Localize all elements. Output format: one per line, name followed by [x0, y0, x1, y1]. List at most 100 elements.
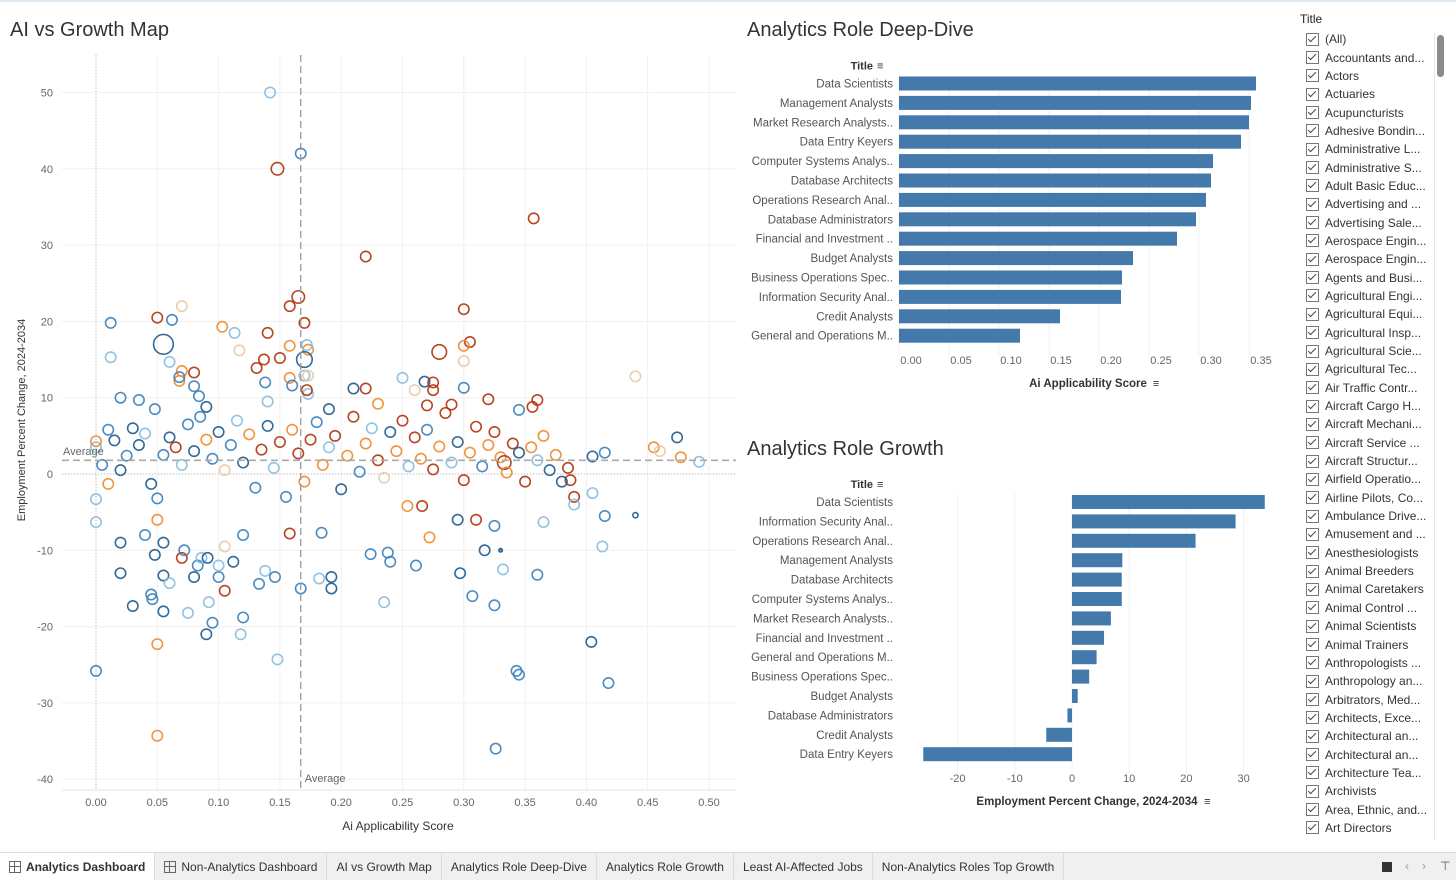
tab-least-ai-affected-jobs[interactable]: Least AI-Affected Jobs [734, 853, 873, 880]
filter-item[interactable]: Aircraft Service ... [1296, 434, 1456, 452]
filter-item[interactable]: Acupuncturists [1296, 103, 1456, 121]
checkbox-checked-icon[interactable] [1306, 784, 1319, 798]
filter-item[interactable]: Agricultural Tec... [1296, 360, 1456, 378]
filter-item[interactable]: Actuaries [1296, 85, 1456, 103]
checkbox-checked-icon[interactable] [1306, 69, 1319, 83]
filter-item[interactable]: Anesthesiologists [1296, 544, 1456, 562]
filter-item[interactable]: Airfield Operatio... [1296, 470, 1456, 488]
checkbox-checked-icon[interactable] [1306, 124, 1319, 138]
sheet-tabs[interactable]: Analytics Dashboard Non-Analytics Dashboa… [0, 852, 1456, 880]
filter-item[interactable]: Architecture Tea... [1296, 764, 1456, 782]
filter-item[interactable]: Advertising and ... [1296, 195, 1456, 213]
checkbox-checked-icon[interactable] [1306, 142, 1319, 156]
checkbox-checked-icon[interactable] [1306, 693, 1319, 707]
filter-item[interactable]: Agricultural Engi... [1296, 287, 1456, 305]
checkbox-checked-icon[interactable] [1306, 748, 1319, 762]
checkbox-checked-icon[interactable] [1306, 472, 1319, 486]
checkbox-checked-icon[interactable] [1306, 656, 1319, 670]
filter-item[interactable]: Administrative L... [1296, 140, 1456, 158]
filter-item[interactable]: Agents and Busi... [1296, 268, 1456, 286]
checkbox-checked-icon[interactable] [1306, 234, 1319, 248]
checkbox-checked-icon[interactable] [1306, 527, 1319, 541]
checkbox-checked-icon[interactable] [1306, 106, 1319, 120]
checkbox-checked-icon[interactable] [1306, 326, 1319, 340]
title-filter[interactable]: Title (All) Accountants and... Actors Actua… [1296, 12, 1456, 837]
filter-item[interactable]: Archivists [1296, 782, 1456, 800]
filter-item[interactable]: Animal Trainers [1296, 635, 1456, 653]
checkbox-checked-icon[interactable] [1306, 252, 1319, 266]
filter-item[interactable]: Anthropology an... [1296, 672, 1456, 690]
filter-item[interactable]: Advertising Sale... [1296, 213, 1456, 231]
filter-item[interactable]: Adhesive Bondin... [1296, 122, 1456, 140]
checkbox-checked-icon[interactable] [1306, 271, 1319, 285]
filter-item[interactable]: Aircraft Structur... [1296, 452, 1456, 470]
tab-non-analytics-dashboard[interactable]: Non-Analytics Dashboard [155, 853, 328, 880]
checkbox-checked-icon[interactable] [1306, 87, 1319, 101]
filter-item[interactable]: Actors [1296, 67, 1456, 85]
checkbox-checked-icon[interactable] [1306, 582, 1319, 596]
checkbox-checked-icon[interactable] [1306, 711, 1319, 725]
checkbox-checked-icon[interactable] [1306, 509, 1319, 523]
filter-item[interactable]: Administrative S... [1296, 158, 1456, 176]
tab-non-analytics-roles-top-growth[interactable]: Non-Analytics Roles Top Growth [873, 853, 1065, 880]
filter-item[interactable]: Architectural an... [1296, 745, 1456, 763]
checkbox-checked-icon[interactable] [1306, 803, 1319, 817]
checkbox-checked-icon[interactable] [1306, 362, 1319, 376]
filter-item[interactable]: Aircraft Mechani... [1296, 415, 1456, 433]
checkbox-checked-icon[interactable] [1306, 619, 1319, 633]
checkbox-checked-icon[interactable] [1306, 381, 1319, 395]
checkbox-checked-icon[interactable] [1306, 307, 1319, 321]
filter-item[interactable]: Amusement and ... [1296, 525, 1456, 543]
checkbox-checked-icon[interactable] [1306, 729, 1319, 743]
checkbox-checked-icon[interactable] [1306, 289, 1319, 303]
checkbox-checked-icon[interactable] [1306, 32, 1319, 46]
filter-item[interactable]: Ambulance Drive... [1296, 507, 1456, 525]
tab-analytics-role-growth[interactable]: Analytics Role Growth [597, 853, 734, 880]
checkbox-checked-icon[interactable] [1306, 161, 1319, 175]
filter-item[interactable]: Area, Ethnic, and... [1296, 800, 1456, 818]
filter-scrollbar[interactable] [1434, 33, 1447, 841]
checkbox-checked-icon[interactable] [1306, 179, 1319, 193]
tab-ai-vs-growth-map[interactable]: AI vs Growth Map [327, 853, 442, 880]
checkbox-checked-icon[interactable] [1306, 417, 1319, 431]
filter-item[interactable]: Arbitrators, Med... [1296, 690, 1456, 708]
checkbox-checked-icon[interactable] [1306, 766, 1319, 780]
filter-item[interactable]: Aircraft Cargo H... [1296, 397, 1456, 415]
checkbox-checked-icon[interactable] [1306, 399, 1319, 413]
filter-item[interactable]: Agricultural Equi... [1296, 305, 1456, 323]
scrollbar-thumb[interactable] [1437, 35, 1444, 77]
checkbox-checked-icon[interactable] [1306, 216, 1319, 230]
checkbox-checked-icon[interactable] [1306, 601, 1319, 615]
filter-list[interactable]: (All) Accountants and... Actors Actuaries Ac… [1296, 30, 1456, 837]
checkbox-checked-icon[interactable] [1306, 546, 1319, 560]
checkbox-checked-icon[interactable] [1306, 51, 1319, 65]
filter-item[interactable]: Adult Basic Educ... [1296, 177, 1456, 195]
filter-item[interactable]: Aerospace Engin... [1296, 232, 1456, 250]
checkbox-checked-icon[interactable] [1306, 821, 1319, 835]
filter-item[interactable]: Animal Caretakers [1296, 580, 1456, 598]
checkbox-checked-icon[interactable] [1306, 564, 1319, 578]
filter-item[interactable]: Animal Scientists [1296, 617, 1456, 635]
filter-item[interactable]: (All) [1296, 30, 1456, 48]
filter-item[interactable]: Agricultural Insp... [1296, 324, 1456, 342]
prev-sheet-icon[interactable]: ‹ [1405, 859, 1409, 873]
filter-item[interactable]: Airline Pilots, Co... [1296, 489, 1456, 507]
filter-item[interactable]: Accountants and... [1296, 48, 1456, 66]
checkbox-checked-icon[interactable] [1306, 197, 1319, 211]
filter-item[interactable]: Animal Control ... [1296, 599, 1456, 617]
scatter-plot[interactable]: 0.00 0.05 0.10 0.15 0.20 0.25 0.30 0.35 0.40 0.45… [0, 0, 740, 845]
filter-item[interactable]: Air Traffic Contr... [1296, 379, 1456, 397]
filter-item[interactable]: Architects, Exce... [1296, 709, 1456, 727]
filter-item[interactable]: Anthropologists ... [1296, 654, 1456, 672]
tab-analytics-dashboard[interactable]: Analytics Dashboard [0, 853, 156, 880]
tab-analytics-role-deep-dive[interactable]: Analytics Role Deep-Dive [442, 853, 597, 880]
checkbox-checked-icon[interactable] [1306, 491, 1319, 505]
checkbox-checked-icon[interactable] [1306, 674, 1319, 688]
presentation-icon[interactable]: ⊤ [1440, 859, 1451, 873]
grid-view-icon[interactable] [1382, 862, 1392, 872]
filter-item[interactable]: Animal Breeders [1296, 562, 1456, 580]
checkbox-checked-icon[interactable] [1306, 638, 1319, 652]
filter-item[interactable]: Aerospace Engin... [1296, 250, 1456, 268]
checkbox-checked-icon[interactable] [1306, 344, 1319, 358]
filter-item[interactable]: Architectural an... [1296, 727, 1456, 745]
